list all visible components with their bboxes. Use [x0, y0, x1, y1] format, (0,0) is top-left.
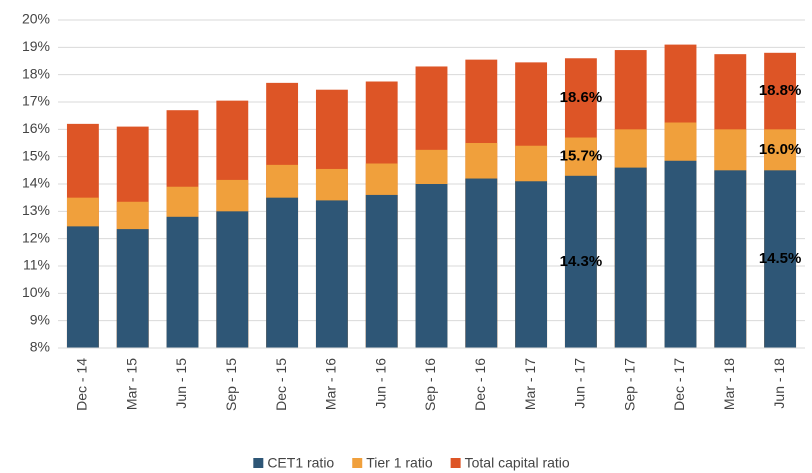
bar: [764, 170, 797, 348]
x-tick-label: Sep - 16: [422, 358, 438, 411]
value-label: 14.3%: [560, 253, 603, 270]
y-tick-label: 8%: [30, 339, 50, 355]
y-tick-label: 10%: [22, 284, 50, 300]
value-label: 18.8%: [759, 82, 802, 99]
y-tick-label: 19%: [22, 38, 50, 54]
x-tick-label: Dec - 17: [671, 358, 687, 411]
x-tick-label: Mar - 15: [123, 358, 139, 410]
y-tick-label: 13%: [22, 202, 50, 218]
y-tick-label: 14%: [22, 175, 50, 191]
y-tick-label: 11%: [23, 257, 50, 273]
bar: [664, 160, 697, 348]
y-tick-label: 15%: [22, 147, 50, 163]
x-tick-label: Mar - 16: [323, 358, 339, 410]
x-tick-label: Sep - 17: [621, 358, 637, 411]
x-tick-label: Jun - 17: [572, 358, 588, 409]
x-tick-label: Sep - 15: [223, 358, 239, 411]
x-tick-label: Mar - 17: [522, 358, 538, 410]
bar: [216, 211, 249, 348]
legend-swatch: [450, 458, 461, 468]
bar: [714, 170, 747, 348]
bar: [564, 175, 597, 348]
x-tick-label: Jun - 18: [771, 358, 787, 409]
legend-label: CET1 ratio: [267, 455, 334, 471]
x-tick-label: Dec - 16: [472, 358, 488, 411]
bar: [116, 229, 149, 348]
y-tick-label: 20%: [22, 11, 50, 27]
bar: [465, 178, 498, 348]
bar: [365, 194, 398, 348]
bar: [415, 184, 448, 348]
x-tick-label: Jun - 16: [372, 358, 388, 409]
value-label: 18.6%: [560, 89, 603, 106]
y-tick-label: 12%: [22, 229, 50, 245]
legend-swatch: [253, 458, 264, 468]
y-tick-label: 18%: [22, 65, 50, 81]
value-label: 16.0%: [759, 141, 802, 158]
bar: [315, 200, 348, 348]
y-tick-label: 17%: [22, 93, 50, 109]
legend-label: Tier 1 ratio: [366, 455, 433, 471]
y-tick-label: 16%: [22, 120, 50, 136]
bar: [66, 226, 99, 348]
y-tick-label: 9%: [30, 311, 50, 327]
bar: [515, 181, 548, 348]
x-tick-label: Dec - 15: [273, 358, 289, 411]
value-label: 15.7%: [560, 148, 603, 165]
x-tick-label: Dec - 14: [74, 358, 90, 411]
x-tick-label: Mar - 18: [721, 358, 737, 410]
x-tick-label: Jun - 15: [173, 358, 189, 409]
bar: [614, 167, 647, 348]
bar: [166, 216, 199, 348]
bar: [266, 197, 299, 348]
value-label: 14.5%: [759, 250, 802, 267]
legend-swatch: [352, 458, 363, 468]
legend-label: Total capital ratio: [465, 455, 570, 471]
